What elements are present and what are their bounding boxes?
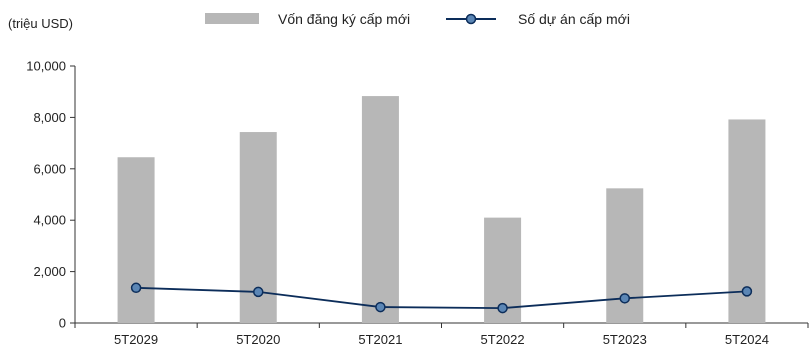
legend: Vốn đăng ký cấp mới Số dự án cấp mới — [205, 11, 630, 27]
legend-label-bars: Vốn đăng ký cấp mới — [278, 11, 410, 27]
legend-label-line: Số dự án cấp mới — [518, 11, 630, 27]
x-tick-label: 5T2023 — [603, 332, 647, 347]
x-tick-label: 5T2022 — [481, 332, 525, 347]
line-point — [375, 301, 386, 313]
line-point — [497, 302, 508, 314]
line-series — [130, 282, 753, 314]
legend-swatch-marker — [465, 13, 477, 25]
y-tick-labels: 0 2,000 4,000 6,000 8,000 10,000 — [26, 59, 66, 331]
y-tick-label: 4,000 — [33, 213, 66, 228]
x-tick-labels: 5T2029 5T2020 5T2021 5T2022 5T2023 5T2024 — [114, 332, 769, 347]
y-tick-label: 8,000 — [33, 110, 66, 125]
series-line — [136, 286, 747, 309]
bar — [117, 157, 155, 323]
line-point — [619, 293, 630, 304]
x-tick-label: 5T2029 — [114, 332, 158, 347]
line-point — [741, 286, 753, 297]
x-tick-label: 5T2021 — [358, 332, 402, 347]
bar-series — [117, 96, 766, 324]
y-tick-label: 2,000 — [33, 264, 66, 279]
x-tick-label: 5T2024 — [725, 332, 769, 347]
x-tick-label: 5T2020 — [236, 332, 280, 347]
y-tick-label: 6,000 — [33, 161, 66, 176]
line-point — [130, 282, 142, 294]
bar — [361, 96, 399, 323]
axes — [70, 65, 809, 328]
line-point — [253, 286, 264, 298]
legend-swatch-bars — [205, 13, 259, 24]
y-tick-label: 0 — [59, 316, 66, 331]
y-tick-label: 10,000 — [26, 59, 66, 74]
y-unit-label: (triệu USD) — [8, 16, 73, 31]
